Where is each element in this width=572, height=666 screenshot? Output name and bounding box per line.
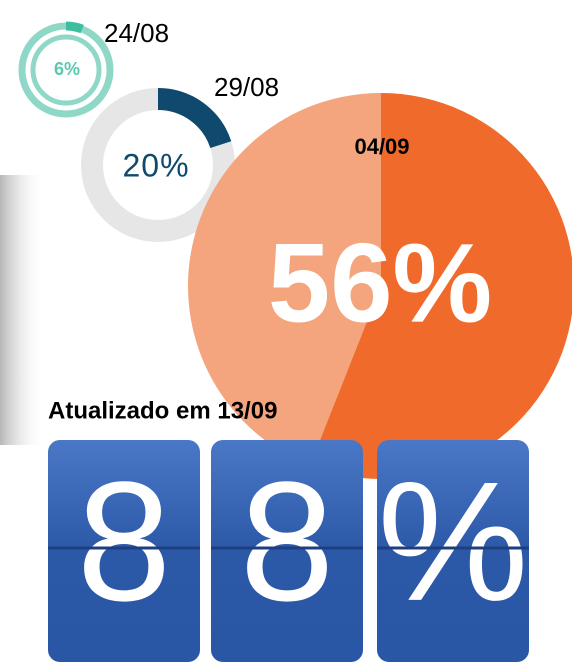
- flip-digit: %: [377, 447, 528, 637]
- pie-rest: [187, 93, 381, 466]
- flip-card: [48, 440, 200, 662]
- flip-digit: 8: [240, 447, 335, 637]
- gauge-label: 6%: [54, 59, 80, 79]
- flip-digit: 8: [77, 447, 172, 637]
- flip-card: [211, 440, 363, 662]
- ring-value: [157, 88, 232, 149]
- gauge-label: 20%: [122, 147, 189, 183]
- ring-inner: [30, 34, 102, 106]
- ring-value: [65, 21, 84, 34]
- counter: 8 8%: [48, 440, 529, 662]
- gauge-date: 29/08: [214, 72, 279, 102]
- gauge-date: 24/08: [104, 18, 169, 48]
- updated-label: Atualizado em 13/09: [48, 397, 277, 424]
- pie-value: [309, 93, 572, 479]
- flip-card: [377, 440, 529, 662]
- gauge-label: 56%: [268, 221, 492, 346]
- gauge-date: 04/09: [354, 134, 409, 159]
- backdrop: [0, 175, 45, 445]
- gauges: 6% 24/08 20% 29/08 04/09 56%: [18, 18, 572, 479]
